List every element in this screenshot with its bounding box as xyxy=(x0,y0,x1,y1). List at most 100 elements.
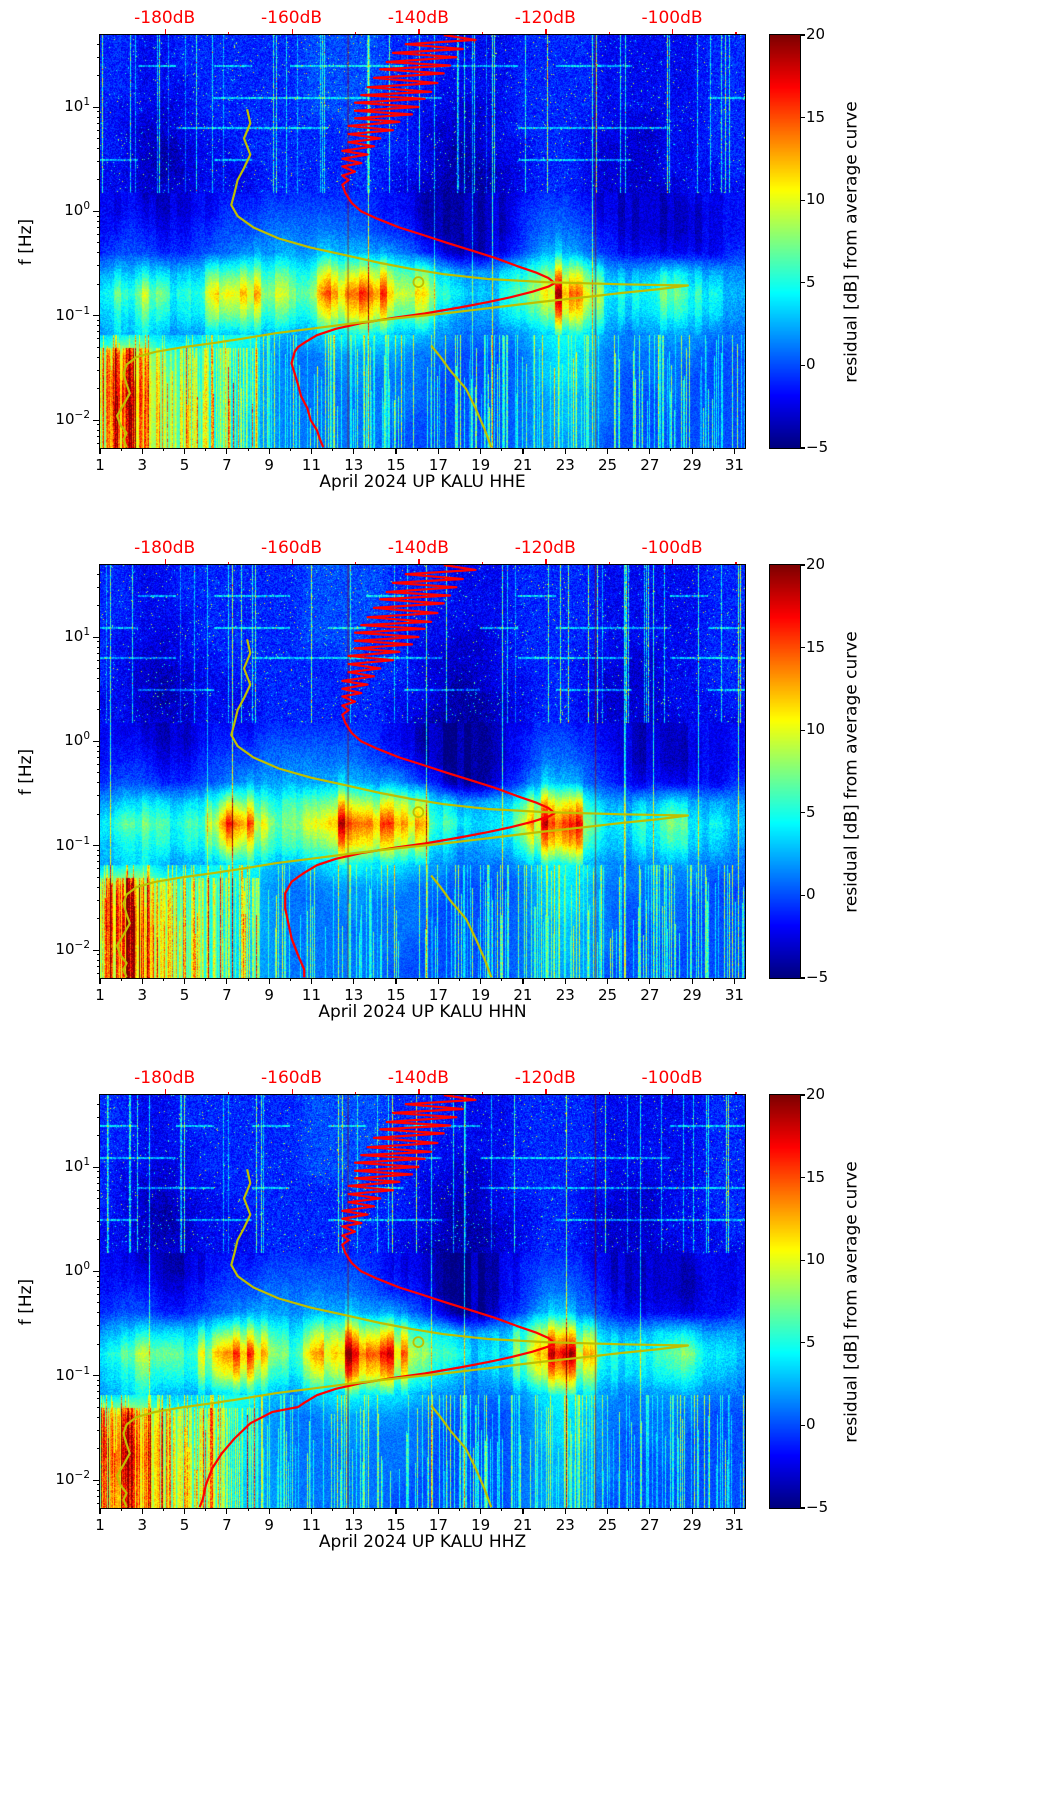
x-major-tick xyxy=(691,1508,693,1514)
y-minor-tick xyxy=(96,652,100,654)
top-db-tick xyxy=(164,29,167,35)
x-major-tick xyxy=(606,978,609,984)
x-major-tick xyxy=(99,1508,101,1514)
colorbar xyxy=(769,564,801,979)
x-tick-label: 3 xyxy=(137,1516,148,1534)
x-minor-tick xyxy=(585,448,587,451)
colorbar-tick-label: 15 xyxy=(806,107,826,126)
x-major-tick xyxy=(522,978,524,984)
colorbar-tick-label: −5 xyxy=(806,438,829,456)
x-tick-label: 29 xyxy=(682,1516,702,1534)
y-tick-label: 101 xyxy=(64,96,90,116)
x-minor-tick xyxy=(162,448,164,451)
y-major-tick xyxy=(93,1479,100,1481)
colorbar-tick-label: 0 xyxy=(806,1415,816,1434)
y-minor-tick xyxy=(96,338,100,340)
y-minor-tick xyxy=(96,369,100,371)
x-major-tick xyxy=(353,978,355,984)
top-db-tick-label: -140dB xyxy=(387,8,449,28)
x-major-tick xyxy=(395,1508,397,1514)
y-minor-tick xyxy=(96,868,100,870)
y-minor-tick xyxy=(96,764,100,766)
x-tick-label: 3 xyxy=(137,456,148,474)
y-major-tick xyxy=(93,315,100,317)
x-major-tick xyxy=(183,1508,186,1514)
y-minor-tick xyxy=(96,1197,100,1199)
top-db-tick xyxy=(291,29,293,35)
x-major-tick xyxy=(437,978,439,984)
x-major-tick xyxy=(99,978,101,984)
colorbar-label: residual [dB] from average curve xyxy=(841,101,862,383)
y-minor-tick xyxy=(96,1489,100,1491)
y-minor-tick xyxy=(96,1294,100,1296)
y-minor-tick xyxy=(96,678,100,680)
x-minor-tick xyxy=(120,448,122,451)
y-minor-tick xyxy=(96,1502,100,1504)
x-major-tick xyxy=(649,1508,651,1514)
x-major-tick xyxy=(437,1508,439,1514)
top-db-minor-tick xyxy=(228,32,230,35)
top-db-tick xyxy=(545,559,547,565)
y-minor-tick xyxy=(96,849,100,851)
y-minor-tick xyxy=(96,972,100,974)
y-minor-tick xyxy=(96,1176,100,1178)
y-minor-tick xyxy=(96,122,100,124)
y-minor-tick xyxy=(96,220,100,222)
top-db-tick-label: -100dB xyxy=(641,538,703,558)
y-minor-tick xyxy=(96,242,100,244)
x-major-tick xyxy=(353,1508,355,1514)
y-tick-label: 10−2 xyxy=(55,939,90,959)
x-tick-label: 31 xyxy=(724,456,744,474)
y-major-tick xyxy=(93,949,100,951)
x-major-tick xyxy=(649,448,651,454)
top-db-minor-tick xyxy=(354,1092,357,1095)
x-major-tick xyxy=(141,1508,143,1514)
x-major-tick xyxy=(522,1508,524,1514)
x-minor-tick xyxy=(628,1508,630,1511)
y-minor-tick xyxy=(96,215,100,217)
x-tick-label: 29 xyxy=(682,986,702,1004)
spectrogram-panel: -180dB -160dB -140dB -120dB -100dB f [Hz] 10… xyxy=(0,1060,1052,1590)
x-major-tick xyxy=(522,448,524,454)
x-minor-tick xyxy=(205,978,207,981)
top-db-tick-label: -100dB xyxy=(641,1068,703,1088)
x-minor-tick xyxy=(247,1508,249,1511)
x-minor-tick xyxy=(247,448,249,451)
y-axis-label: f [Hz] xyxy=(16,218,36,266)
y-minor-tick xyxy=(96,1287,100,1289)
x-tick-label: 17 xyxy=(428,456,448,474)
top-db-tick xyxy=(672,29,674,35)
x-tick-label: 31 xyxy=(724,986,744,1004)
y-minor-tick xyxy=(96,1325,100,1327)
y-minor-tick xyxy=(96,1302,100,1304)
x-major-tick xyxy=(310,448,313,454)
x-minor-tick xyxy=(670,1508,672,1511)
colorbar xyxy=(769,34,801,449)
x-tick-label: 21 xyxy=(513,456,533,474)
x-minor-tick xyxy=(332,1508,334,1511)
y-minor-tick xyxy=(96,435,100,437)
y-minor-tick xyxy=(96,1416,100,1418)
y-minor-tick xyxy=(96,346,100,348)
plot-area xyxy=(99,1094,746,1509)
x-tick-label: 19 xyxy=(471,456,491,474)
y-minor-tick xyxy=(96,1398,100,1400)
x-minor-tick xyxy=(120,1508,122,1511)
y-minor-tick xyxy=(96,1280,100,1282)
y-minor-tick xyxy=(96,1484,100,1486)
y-minor-tick xyxy=(96,1448,100,1450)
top-db-minor-tick xyxy=(354,562,357,565)
y-major-tick xyxy=(93,1375,100,1377)
y-minor-tick xyxy=(96,1189,100,1191)
y-minor-tick xyxy=(96,1275,100,1277)
x-minor-tick xyxy=(543,978,545,981)
colorbar-tick xyxy=(800,117,805,119)
x-tick-label: 25 xyxy=(597,456,618,474)
x-minor-tick xyxy=(501,1508,503,1511)
y-minor-tick xyxy=(96,111,100,113)
x-tick-label: 31 xyxy=(724,1516,744,1534)
y-minor-tick xyxy=(96,1103,100,1105)
x-major-tick xyxy=(480,978,482,984)
top-db-tick-label: -140dB xyxy=(387,1068,449,1088)
top-db-minor-tick xyxy=(354,32,357,35)
